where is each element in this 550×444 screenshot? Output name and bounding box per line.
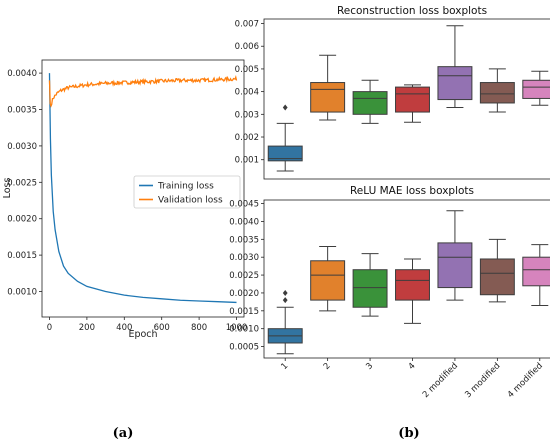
- plot-frame-a: [41, 59, 245, 318]
- loss-lines: [48, 73, 238, 304]
- y-tick-label: 0.002: [235, 133, 259, 143]
- box-3: [352, 269, 388, 308]
- y-tick-label: 0.0040: [7, 69, 37, 79]
- x-tick-label: 2 modified: [421, 361, 460, 400]
- y-ticks-b1: 0.001 0.002 0.003 0.004 0.005 0.006 0.007: [235, 20, 264, 166]
- x-tick-label: 3 modified: [463, 361, 502, 400]
- x-ticks-a: 0 200 400 600 800 1000: [47, 317, 248, 333]
- y-tick-label: 0.004: [235, 88, 259, 98]
- x-axis-label-a: Epoch: [128, 329, 157, 340]
- y-ticks-a: 0.0010 0.0015 0.0020 0.0025 0.0030 0.0035 0.00…: [7, 69, 42, 298]
- y-tick-label: 0.0015: [7, 251, 37, 261]
- y-tick-label: 0.0020: [7, 215, 37, 225]
- chart-title-relu: ReLU MAE loss boxplots: [350, 185, 474, 197]
- x-tick-label: 0: [47, 323, 52, 333]
- box-2: [310, 82, 346, 113]
- outlier-point: [282, 104, 288, 111]
- x-tick-label: 800: [191, 323, 207, 333]
- boxes-b2: [267, 210, 550, 355]
- x-tick-label: 4: [407, 361, 418, 372]
- chart-title-reconstruction: Reconstruction loss boxplots: [337, 5, 487, 17]
- legend-a: Training loss Validation loss: [133, 175, 241, 209]
- y-tick-label: 0.003: [235, 110, 259, 120]
- x-tick-label: 2: [322, 361, 333, 372]
- y-tick-label: 0.0025: [229, 271, 259, 281]
- legend-label-validation: Validation loss: [158, 196, 223, 206]
- box-3: [352, 91, 388, 115]
- box-2-modified: [437, 242, 473, 289]
- box-3-modified: [479, 258, 515, 296]
- box-2: [310, 260, 346, 301]
- box-4-modified: [522, 79, 550, 99]
- y-tick-label: 0.001: [235, 156, 259, 166]
- x-tick-label: 600: [154, 323, 170, 333]
- caption-b: (b): [398, 426, 419, 441]
- y-tick-label: 0.0035: [229, 235, 259, 245]
- y-tick-label: 0.0030: [229, 253, 259, 263]
- y-ticks-b2: 0.0005 0.0010 0.0015 0.0020 0.0025 0.0030 0.00…: [229, 200, 264, 353]
- y-axis-label-a: Loss: [2, 178, 13, 199]
- outlier-point: [282, 297, 288, 304]
- y-tick-label: 0.0010: [7, 288, 37, 298]
- box-1: [267, 145, 303, 162]
- boxes-b1: [267, 25, 550, 172]
- relu-mae-loss-boxplot: ReLU MAE loss boxplots 0.0005 0.0010 0.001…: [229, 185, 550, 400]
- y-tick-label: 0.007: [235, 20, 259, 30]
- validation-loss-line: [48, 74, 238, 108]
- y-tick-label: 0.0015: [229, 307, 259, 317]
- reconstruction-loss-boxplot: Reconstruction loss boxplots 0.0010.0020…: [235, 5, 550, 180]
- x-tick-label: 4 modified: [506, 361, 545, 400]
- x-tick-label: 3: [364, 361, 375, 372]
- training-loss-chart: 0.0010 0.0015 0.0020 0.0025 0.0030 0.0035 0.00…: [2, 59, 248, 340]
- y-tick-label: 0.0045: [229, 200, 259, 210]
- legend-box: [133, 175, 241, 209]
- y-tick-label: 0.006: [235, 42, 259, 52]
- training-loss-line: [48, 73, 237, 304]
- y-tick-label: 0.0005: [229, 343, 259, 353]
- legend-label-training: Training loss: [157, 182, 214, 192]
- box-2-modified: [437, 66, 473, 101]
- x-tick-label: 400: [116, 323, 132, 333]
- plot-frame-b1: [263, 18, 550, 180]
- y-tick-label: 0.0020: [229, 289, 259, 299]
- outlier-point: [282, 289, 288, 296]
- x-tick-label: 1: [279, 361, 290, 372]
- box-3-modified: [479, 82, 515, 104]
- y-tick-label: 0.0040: [229, 217, 259, 227]
- y-tick-label: 0.0030: [7, 142, 37, 152]
- y-tick-label: 0.0010: [229, 325, 259, 335]
- y-tick-label: 0.0025: [7, 178, 37, 188]
- x-tick-label: 1000: [226, 323, 248, 333]
- y-tick-label: 0.0035: [7, 106, 37, 116]
- box-4: [395, 86, 430, 113]
- caption-a: (a): [113, 426, 134, 441]
- y-tick-label: 0.005: [235, 65, 259, 75]
- x-tick-label: 200: [79, 323, 95, 333]
- box-4: [395, 269, 430, 301]
- box-4-modified: [522, 256, 550, 287]
